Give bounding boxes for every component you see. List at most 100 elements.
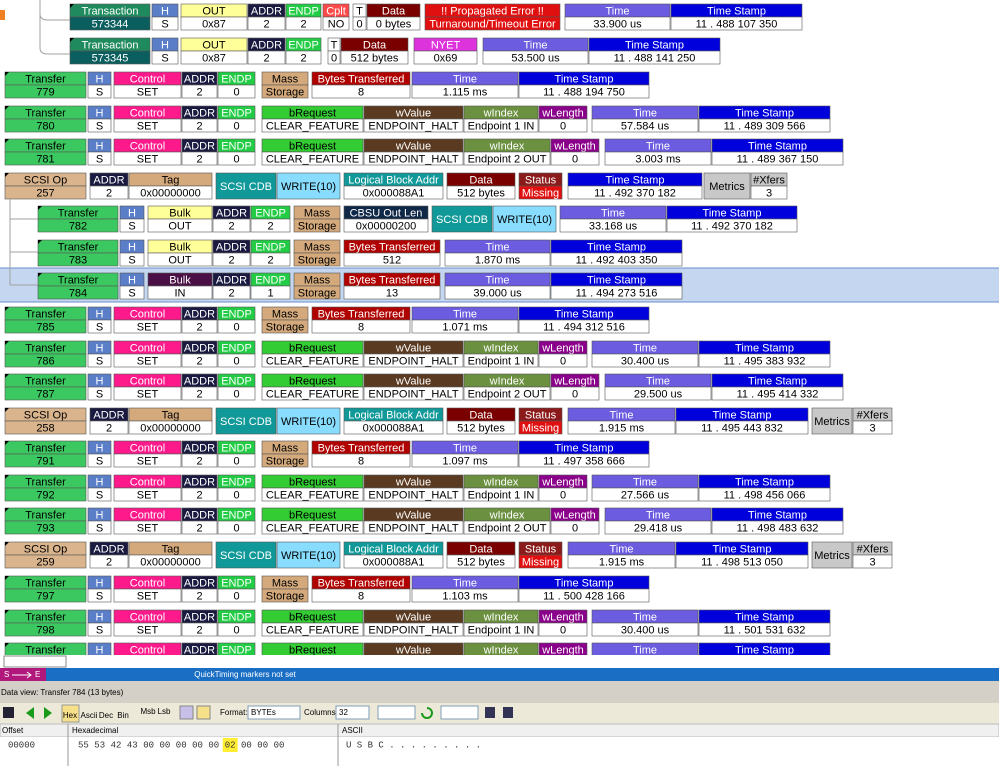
field-label: Metrics <box>814 550 850 562</box>
packet-row[interactable]: Transfer781HSControlSETADDR2ENDP0bReques… <box>4 138 844 165</box>
find-next-icon[interactable] <box>503 707 513 718</box>
format-select[interactable] <box>247 705 301 720</box>
field-value-box <box>113 118 182 133</box>
field-value-box <box>463 386 551 401</box>
goto-input[interactable] <box>440 705 479 720</box>
field-value-box <box>311 588 411 603</box>
hex-button[interactable] <box>61 704 80 723</box>
field-value: ENDPOINT_HALT <box>368 153 459 165</box>
field-label: ADDR <box>184 509 215 521</box>
field-label: Bytes Transferred <box>318 577 405 589</box>
field-header <box>698 642 831 655</box>
field-header <box>215 407 277 435</box>
field-value-box <box>250 252 291 267</box>
field-label: WRITE(10) <box>281 416 336 428</box>
field-label: Time <box>633 611 657 623</box>
field-value: Endpoint 2 OUT <box>468 522 547 534</box>
save-button[interactable] <box>3 707 14 718</box>
field-label: Time <box>453 308 477 320</box>
field-value: SET <box>137 355 159 367</box>
field-label: ENDP <box>221 140 252 152</box>
field-value: Endpoint 2 OUT <box>468 153 547 165</box>
field-value-box <box>4 185 87 200</box>
dec-label[interactable]: Dec <box>99 711 113 720</box>
field-value: Missing <box>522 422 559 434</box>
find-icon[interactable] <box>485 707 495 718</box>
columns-select[interactable] <box>335 705 370 720</box>
field-label: ADDR <box>184 577 215 589</box>
field-value-box <box>675 420 809 435</box>
field-label: Time Stamp <box>707 5 766 17</box>
packet-row[interactable]: Transaction573345HSOUT0x87ADDR2ENDP2T0Da… <box>69 37 721 65</box>
field-value: 11 . 495 443 832 <box>701 422 783 434</box>
field-value: 2 <box>196 321 202 333</box>
field-value-box <box>247 50 286 65</box>
field-value: 2 <box>196 522 202 534</box>
field-value: 512 bytes <box>457 187 505 199</box>
packet-row[interactable]: Transfer787HSControlSETADDR2ENDP0bReques… <box>4 373 844 401</box>
tree-connector <box>9 199 38 286</box>
ascii-label[interactable]: Ascii <box>81 711 98 720</box>
field-value: S <box>96 86 103 98</box>
field-label: wLength <box>541 107 584 119</box>
field-value: 11 . 498 456 066 <box>724 489 806 501</box>
field-value-box <box>363 487 464 502</box>
field-label: Time Stamp <box>735 644 794 656</box>
field-value-box <box>311 453 411 468</box>
field-label: H <box>96 342 104 354</box>
field-value-box <box>463 487 539 502</box>
offset-value: 00000 <box>8 740 35 750</box>
field-label: ENDP <box>221 509 252 521</box>
forward-button[interactable] <box>44 707 52 719</box>
msb-label[interactable]: Msb <box>140 707 156 716</box>
packet-row[interactable]: Transfer793HSControlSETADDR2ENDP0bReques… <box>4 507 844 534</box>
field-value-box <box>69 50 151 65</box>
packet-row[interactable]: Transfer786HSControlSETADDR2ENDP0bReques… <box>4 340 831 367</box>
field-label: ADDR <box>184 611 215 623</box>
search-input[interactable] <box>377 705 416 720</box>
packet-row[interactable]: Transfer798HSControlSETADDR2ENDP0bReques… <box>4 609 831 637</box>
field-value: 2 <box>300 18 306 30</box>
field-label: Metrics <box>709 181 745 193</box>
field-label: Data <box>469 174 493 186</box>
field-value-box <box>670 16 803 31</box>
status-bar <box>0 668 999 681</box>
field-value: SET <box>137 153 159 165</box>
field-value: 0 <box>560 489 566 501</box>
back-button[interactable] <box>26 707 34 719</box>
field-value: 0 <box>331 52 337 64</box>
field-label: Control <box>130 644 165 656</box>
packet-row[interactable]: Transfer792HSControlSETADDR2ENDP0bReques… <box>4 474 831 502</box>
field-value-box <box>424 16 561 31</box>
packet-row[interactable]: Transaction573344HSOUT0x87ADDR2ENDP2Cplt… <box>69 3 803 31</box>
field-label: Control <box>130 611 165 623</box>
hex-byte: 43 <box>127 740 138 750</box>
field-value: 11 . 489 309 566 <box>724 120 806 132</box>
field-label: ADDR <box>184 442 215 454</box>
field-label: Bulk <box>169 274 191 286</box>
field-value-box <box>113 84 182 99</box>
field-value-box <box>250 285 291 300</box>
field-value: 3 <box>766 187 772 199</box>
field-value-box <box>181 622 218 637</box>
toolbar-icon[interactable] <box>196 705 211 720</box>
packet-row[interactable]: Transfer783HSBulkOUTADDR2ENDP2MassStorag… <box>37 239 683 267</box>
toolbar-icon[interactable] <box>179 705 194 720</box>
refresh-icon[interactable] <box>421 707 433 719</box>
packet-row[interactable]: Transfer782HSBulkOUTADDR2ENDP2MassStorag… <box>37 205 798 232</box>
packet-row[interactable]: Transfer780HSControlSETADDR2ENDP0bReques… <box>4 105 831 133</box>
lsb-label[interactable]: Lsb <box>158 707 171 716</box>
field-value: 57.584 us <box>621 120 670 132</box>
bin-label[interactable]: Bin <box>117 711 129 720</box>
field-value: 786 <box>36 355 54 367</box>
packet-row[interactable]: Transfer H Control ADDR ENDP bRequest wValue wI… <box>4 642 831 656</box>
field-label: H <box>161 39 169 51</box>
